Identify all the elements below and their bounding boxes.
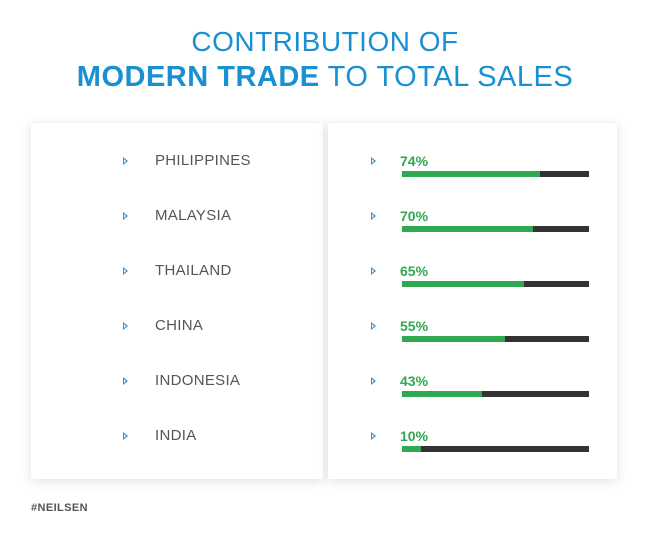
caret-right-icon	[123, 377, 128, 385]
category-label: INDIA	[155, 427, 197, 444]
category-label: PHILIPPINES	[155, 152, 251, 169]
data-label: 10%	[400, 428, 429, 444]
caret-right-icon	[123, 432, 128, 440]
category-label: CHINA	[155, 317, 204, 334]
value-row: 10%	[328, 427, 617, 457]
caret-right-icon	[123, 157, 128, 165]
data-label: 55%	[400, 318, 429, 334]
bar-track	[402, 446, 589, 452]
caret-right-icon	[371, 212, 376, 220]
country-list-panel: PHILIPPINES MALAYSIA THAILAND CHINA INDONESI…	[31, 123, 323, 479]
chart-title-rest: TO TOTAL SALES	[319, 61, 574, 93]
caret-right-icon	[371, 322, 376, 330]
category-row: PHILIPPINES	[31, 152, 323, 182]
caret-right-icon	[371, 432, 376, 440]
value-bars-panel: 74% 70% 65% 55% 43% 10%	[328, 123, 617, 479]
caret-right-icon	[123, 212, 128, 220]
value-row: 43%	[328, 372, 617, 402]
bar-track	[402, 391, 589, 397]
caret-right-icon	[371, 377, 376, 385]
bar	[402, 281, 524, 287]
bar	[402, 226, 533, 232]
bar	[402, 446, 421, 452]
bar-track	[402, 171, 589, 177]
category-row: INDIA	[31, 427, 323, 457]
category-row: CHINA	[31, 317, 323, 347]
value-row: 74%	[328, 152, 617, 182]
data-label: 74%	[400, 153, 429, 169]
caret-right-icon	[123, 322, 128, 330]
chart-title-line2: MODERN TRADE TO TOTAL SALES	[0, 61, 650, 94]
data-label: 70%	[400, 208, 429, 224]
category-label: MALAYSIA	[155, 207, 232, 224]
category-label: INDONESIA	[155, 372, 241, 389]
bar-track	[402, 226, 589, 232]
caret-right-icon	[371, 267, 376, 275]
data-label: 65%	[400, 263, 429, 279]
caret-right-icon	[123, 267, 128, 275]
chart-title-line1: CONTRIBUTION OF	[191, 26, 459, 57]
caret-right-icon	[371, 157, 376, 165]
value-row: 55%	[328, 317, 617, 347]
bar-track	[402, 281, 589, 287]
category-row: MALAYSIA	[31, 207, 323, 237]
category-row: THAILAND	[31, 262, 323, 292]
chart-title-emphasis: MODERN TRADE	[76, 61, 320, 93]
category-row: INDONESIA	[31, 372, 323, 402]
bar-track	[402, 336, 589, 342]
value-row: 65%	[328, 262, 617, 292]
bar	[402, 391, 482, 397]
source-credit: #NEILSEN	[31, 502, 88, 514]
bar	[402, 336, 505, 342]
value-row: 70%	[328, 207, 617, 237]
category-label: THAILAND	[155, 262, 232, 279]
data-label: 43%	[400, 373, 429, 389]
bar	[402, 171, 540, 177]
